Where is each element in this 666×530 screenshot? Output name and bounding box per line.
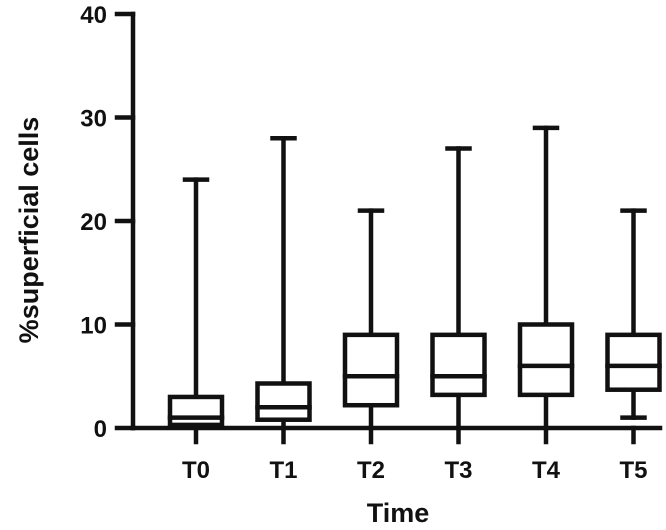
iqr-box-T0 — [167, 394, 225, 428]
iqr-box-T3 — [430, 332, 487, 398]
x-tick-label-T0: T0 — [182, 457, 210, 484]
x-tick-label-T4: T4 — [532, 457, 561, 484]
x-tick-label-T1: T1 — [269, 457, 297, 484]
y-axis: 0 10 20 30 40 — [80, 2, 136, 443]
y-tick-label-0: 0 — [94, 416, 107, 443]
box-T5 — [605, 208, 662, 420]
y-tick-label-30: 30 — [80, 106, 107, 133]
x-axis: T0 T1 T2 T3 T4 T5 — [130, 425, 663, 484]
x-axis-title: Time — [367, 498, 430, 528]
x-tick-label-T5: T5 — [619, 457, 647, 484]
x-tick-label-T2: T2 — [357, 457, 385, 484]
box-T0 — [167, 177, 225, 431]
iqr-box-T5 — [605, 332, 662, 392]
y-tick-label-40: 40 — [80, 2, 107, 29]
iqr-box-T4 — [517, 322, 575, 398]
box-T2 — [342, 208, 400, 431]
y-tick-label-10: 10 — [80, 313, 107, 340]
y-axis-title: %superficial cells — [14, 117, 44, 344]
y-tick-label-20: 20 — [80, 209, 107, 236]
x-tick-label-T3: T3 — [444, 457, 472, 484]
iqr-box-T1 — [255, 381, 312, 422]
box-T1 — [255, 135, 312, 431]
boxes — [167, 125, 662, 431]
iqr-box-T2 — [342, 332, 400, 408]
box-T4 — [517, 125, 575, 431]
box-T3 — [430, 146, 487, 431]
